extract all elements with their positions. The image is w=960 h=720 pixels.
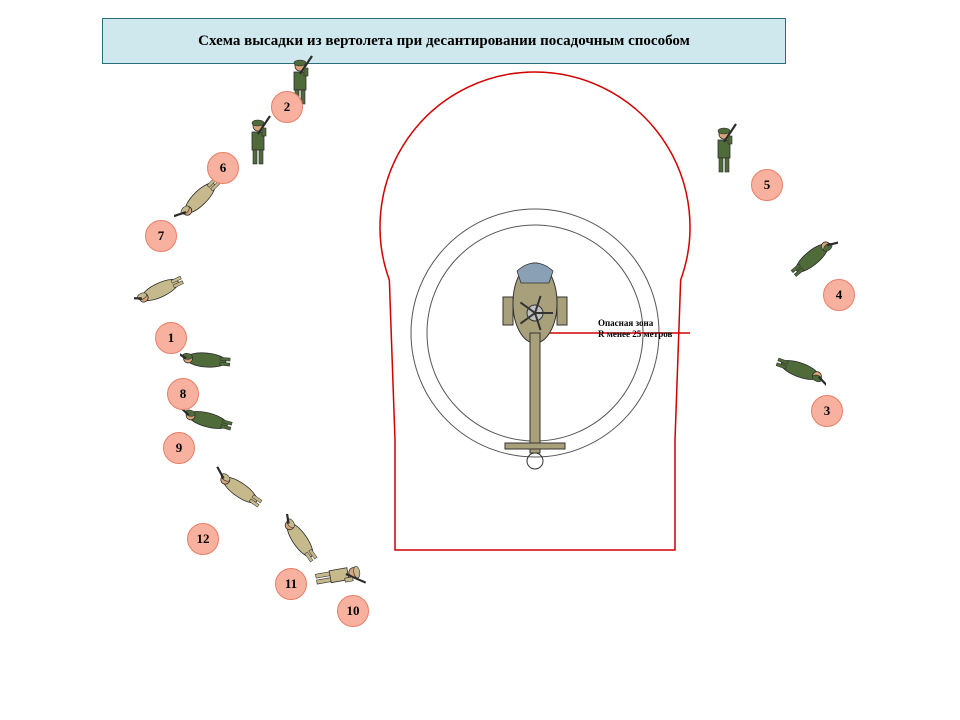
danger-zone-line1: Опасная зона [598,318,672,329]
danger-zone-line2: R менее 25 метров [598,329,672,340]
position-badge: 11 [275,568,307,600]
position-badge: 4 [823,279,855,311]
position-badge: 2 [271,91,303,123]
position-badge: 3 [811,395,843,427]
danger-zone-label: Опасная зона R менее 25 метров [598,318,672,340]
position-badge: 6 [207,152,239,184]
position-badge: 8 [167,378,199,410]
position-badge: 12 [187,523,219,555]
position-badge: 1 [155,322,187,354]
diagram-stage: Схема высадки из вертолета при десантиро… [0,0,960,720]
position-badge: 9 [163,432,195,464]
position-badge: 5 [751,169,783,201]
position-badge: 7 [145,220,177,252]
position-badge: 10 [337,595,369,627]
